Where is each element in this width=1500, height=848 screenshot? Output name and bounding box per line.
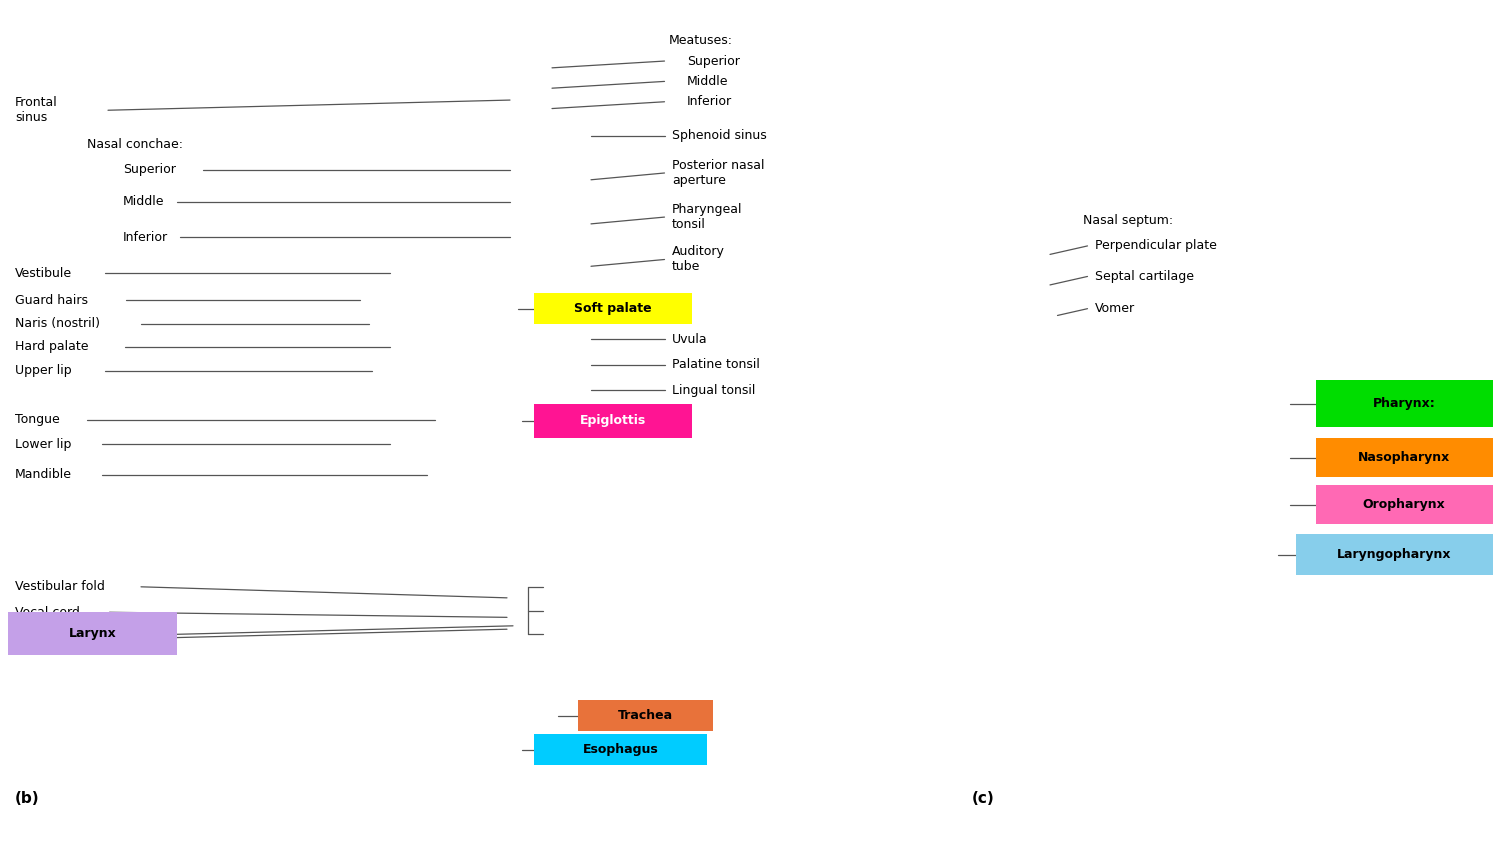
FancyBboxPatch shape bbox=[534, 293, 692, 324]
Text: Soft palate: Soft palate bbox=[574, 302, 651, 315]
Text: Vestibule: Vestibule bbox=[15, 266, 72, 280]
Text: Sphenoid sinus: Sphenoid sinus bbox=[672, 129, 766, 142]
Text: (c): (c) bbox=[972, 790, 994, 806]
FancyBboxPatch shape bbox=[1296, 534, 1492, 575]
Text: Inferior: Inferior bbox=[123, 231, 168, 244]
Text: Middle: Middle bbox=[123, 195, 165, 209]
Text: Nasal septum:: Nasal septum: bbox=[1083, 214, 1173, 227]
Text: Lingual tonsil: Lingual tonsil bbox=[672, 383, 756, 397]
FancyBboxPatch shape bbox=[1316, 380, 1492, 427]
Text: Vomer: Vomer bbox=[1095, 302, 1136, 315]
Text: (b): (b) bbox=[15, 790, 39, 806]
Text: Oropharynx: Oropharynx bbox=[1362, 498, 1446, 511]
Text: Guard hairs: Guard hairs bbox=[15, 293, 88, 307]
Text: Mandible: Mandible bbox=[15, 468, 72, 482]
Text: Vestibular fold: Vestibular fold bbox=[15, 580, 105, 594]
Text: Pharynx:: Pharynx: bbox=[1372, 397, 1436, 410]
Text: Laryngopharynx: Laryngopharynx bbox=[1336, 548, 1452, 561]
Text: Upper lip: Upper lip bbox=[15, 364, 72, 377]
FancyBboxPatch shape bbox=[8, 612, 177, 655]
Text: Pharyngeal
tonsil: Pharyngeal tonsil bbox=[672, 203, 742, 232]
Text: Palatine tonsil: Palatine tonsil bbox=[672, 358, 760, 371]
Text: Inferior: Inferior bbox=[687, 95, 732, 109]
Text: Nasopharynx: Nasopharynx bbox=[1358, 450, 1450, 464]
Text: Perpendicular plate: Perpendicular plate bbox=[1095, 239, 1216, 253]
Text: Trachea: Trachea bbox=[618, 709, 672, 722]
Text: Tongue: Tongue bbox=[15, 413, 60, 427]
Text: Nasal conchae:: Nasal conchae: bbox=[87, 137, 183, 151]
Text: Larynx: Larynx bbox=[69, 627, 116, 640]
Text: Esophagus: Esophagus bbox=[582, 743, 658, 756]
Text: Frontal
sinus: Frontal sinus bbox=[15, 96, 57, 125]
Text: Septal cartilage: Septal cartilage bbox=[1095, 270, 1194, 283]
Text: Hard palate: Hard palate bbox=[15, 340, 88, 354]
Text: Naris (nostril): Naris (nostril) bbox=[15, 317, 100, 331]
FancyBboxPatch shape bbox=[534, 404, 692, 438]
Text: Lower lip: Lower lip bbox=[15, 438, 72, 451]
Text: Posterior nasal
aperture: Posterior nasal aperture bbox=[672, 159, 765, 187]
Text: Middle: Middle bbox=[687, 75, 729, 88]
FancyBboxPatch shape bbox=[578, 700, 712, 731]
Text: Meatuses:: Meatuses: bbox=[669, 34, 734, 47]
FancyBboxPatch shape bbox=[534, 734, 706, 765]
Text: Superior: Superior bbox=[123, 163, 176, 176]
Text: Uvula: Uvula bbox=[672, 332, 708, 346]
Text: Superior: Superior bbox=[687, 54, 740, 68]
Text: Auditory
tube: Auditory tube bbox=[672, 245, 724, 274]
FancyBboxPatch shape bbox=[1316, 438, 1492, 477]
Text: Vocal cord: Vocal cord bbox=[15, 605, 80, 619]
FancyBboxPatch shape bbox=[1316, 485, 1492, 524]
Text: Larynx: Larynx bbox=[30, 631, 72, 644]
Text: Epiglottis: Epiglottis bbox=[579, 414, 646, 427]
